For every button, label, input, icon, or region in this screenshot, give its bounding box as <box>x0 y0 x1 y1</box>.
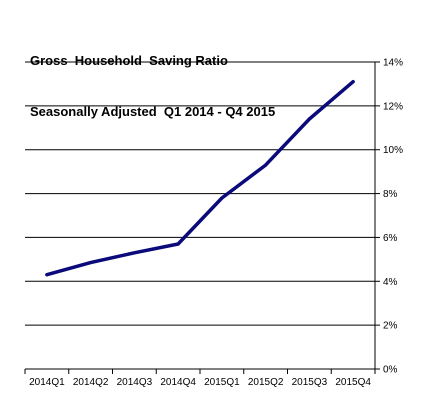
data-point <box>133 251 136 254</box>
data-point <box>177 243 180 246</box>
data-point <box>352 80 355 83</box>
y-tick-label: 14% <box>383 58 403 69</box>
y-tick-label: 4% <box>383 277 398 288</box>
x-tick-label: 2015Q1 <box>204 377 240 388</box>
data-point <box>308 118 311 121</box>
data-point <box>264 164 267 167</box>
x-tick-label: 2014Q1 <box>29 377 65 388</box>
x-axis-ticks: 2014Q1 2014Q2 2014Q3 2014Q4 2015Q1 2015Q2 2015… <box>25 369 375 388</box>
x-tick-label: 2015Q2 <box>248 377 284 388</box>
y-tick-label: 0% <box>383 365 398 376</box>
data-point <box>89 261 92 264</box>
y-tick-label: 8% <box>383 189 398 200</box>
series-line <box>47 82 353 275</box>
y-tick-label: 6% <box>383 233 398 244</box>
x-tick-label: 2014Q3 <box>117 377 153 388</box>
x-tick-label: 2015Q4 <box>335 377 371 388</box>
y-tick-label: 2% <box>383 321 398 332</box>
data-point <box>220 196 223 199</box>
x-tick-label: 2015Q3 <box>292 377 328 388</box>
data-point <box>45 273 48 276</box>
series-group <box>45 80 354 276</box>
y-tick-label: 10% <box>383 145 403 156</box>
x-tick-label: 2014Q2 <box>73 377 109 388</box>
gridlines <box>25 62 375 325</box>
y-tick-label: 12% <box>383 101 403 112</box>
x-tick-label: 2014Q4 <box>160 377 196 388</box>
y-axis-ticks: 0% 2% 4% 6% 8% 10% 12% 14% <box>375 58 403 376</box>
